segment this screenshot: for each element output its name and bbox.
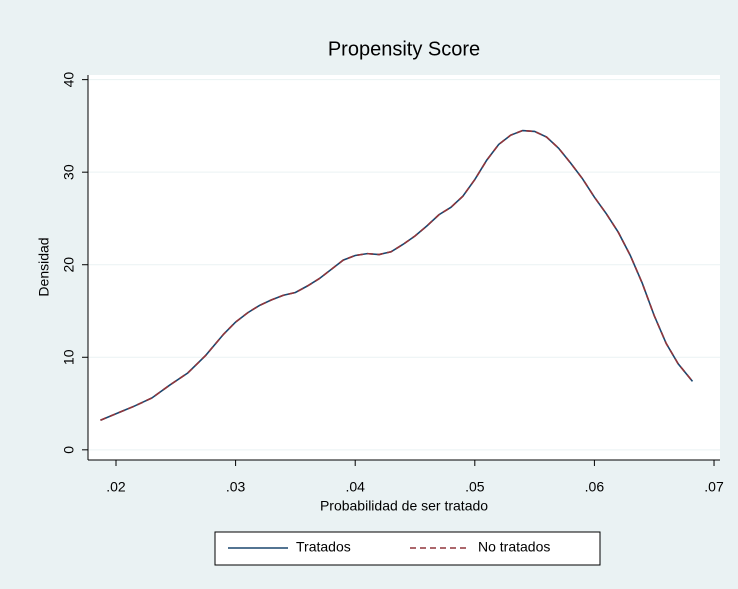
line-series	[100, 129, 694, 421]
x-tick-label: .02	[106, 479, 126, 495]
y-tick-label: 10	[61, 349, 77, 365]
x-tick-label: .05	[465, 479, 485, 495]
x-axis-label: Probabilidad de ser tratado	[320, 498, 488, 514]
y-tick-label: 20	[61, 257, 77, 273]
y-tick-label: 30	[61, 164, 77, 180]
x-tick-label: .06	[585, 479, 605, 495]
legend-label: No tratados	[478, 539, 550, 555]
chart-title: Propensity Score	[328, 38, 480, 60]
legend-label: Tratados	[296, 539, 351, 555]
y-tick-label: 0	[61, 446, 77, 454]
y-tick-label: 40	[61, 72, 77, 88]
plot-area	[88, 75, 720, 460]
x-tick-label: .03	[226, 479, 246, 495]
x-tick-label: .04	[345, 479, 365, 495]
y-axis-label: Densidad	[36, 237, 52, 296]
x-tick-label: .07	[704, 479, 724, 495]
